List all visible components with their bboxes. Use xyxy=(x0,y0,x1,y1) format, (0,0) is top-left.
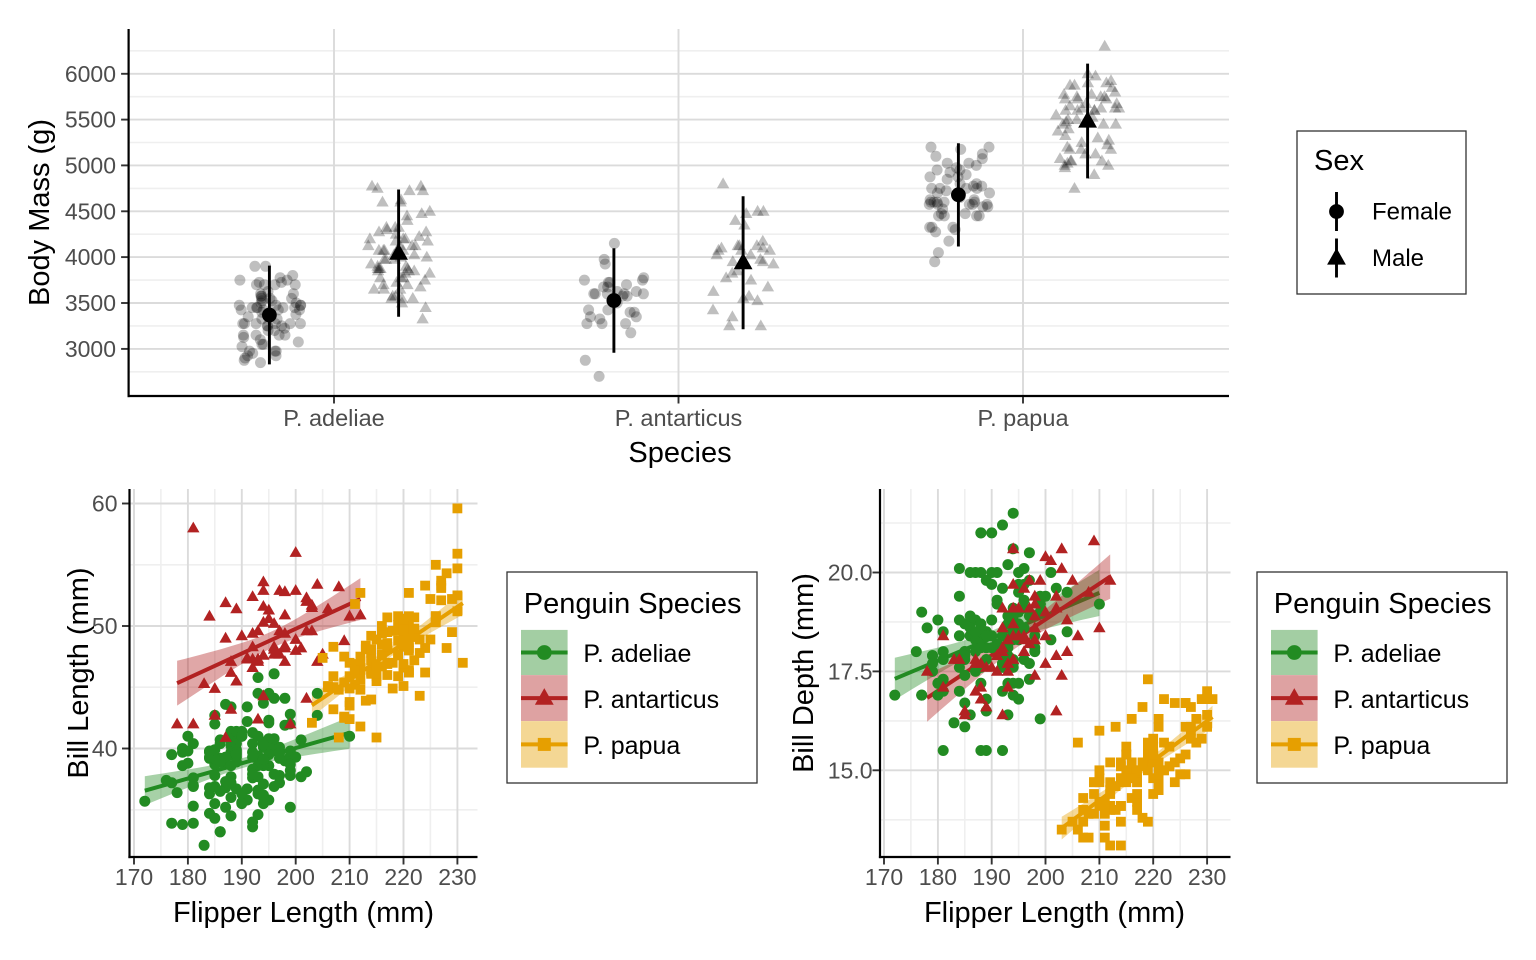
svg-text:3000: 3000 xyxy=(65,336,116,362)
svg-text:210: 210 xyxy=(330,864,368,890)
svg-text:220: 220 xyxy=(1134,864,1172,890)
svg-text:P. papua: P. papua xyxy=(583,732,680,760)
svg-text:4500: 4500 xyxy=(65,198,116,224)
svg-text:50: 50 xyxy=(92,613,118,639)
svg-text:6000: 6000 xyxy=(65,61,116,87)
svg-text:Flipper Length (mm): Flipper Length (mm) xyxy=(173,897,434,929)
svg-text:Penguin Species: Penguin Species xyxy=(1274,588,1492,620)
svg-text:Female: Female xyxy=(1372,199,1452,226)
svg-text:P. antarticus: P. antarticus xyxy=(615,405,743,431)
svg-text:Body Mass (g): Body Mass (g) xyxy=(24,119,56,306)
svg-text:Flipper Length (mm): Flipper Length (mm) xyxy=(924,897,1185,929)
svg-text:15.0: 15.0 xyxy=(828,757,873,783)
svg-text:230: 230 xyxy=(1188,864,1226,890)
svg-text:170: 170 xyxy=(115,864,153,890)
svg-text:190: 190 xyxy=(973,864,1011,890)
svg-text:40: 40 xyxy=(92,736,118,762)
svg-text:4000: 4000 xyxy=(65,244,116,270)
svg-text:5500: 5500 xyxy=(65,107,116,133)
svg-text:Species: Species xyxy=(628,437,731,469)
svg-text:P. adeliae: P. adeliae xyxy=(583,640,691,668)
svg-text:180: 180 xyxy=(169,864,207,890)
svg-text:17.5: 17.5 xyxy=(828,658,873,684)
svg-text:P. papua: P. papua xyxy=(1333,732,1430,760)
svg-text:P. adeliae: P. adeliae xyxy=(283,405,385,431)
svg-text:P. papua: P. papua xyxy=(977,405,1069,431)
svg-text:170: 170 xyxy=(865,864,903,890)
svg-text:Bill Depth (mm): Bill Depth (mm) xyxy=(788,573,820,773)
svg-text:Sex: Sex xyxy=(1314,145,1364,177)
svg-text:P. antarticus: P. antarticus xyxy=(583,686,719,714)
svg-text:Bill Length (mm): Bill Length (mm) xyxy=(63,567,95,778)
svg-text:200: 200 xyxy=(277,864,315,890)
svg-text:5000: 5000 xyxy=(65,152,116,178)
svg-text:Male: Male xyxy=(1372,245,1424,272)
svg-text:200: 200 xyxy=(1026,864,1064,890)
svg-text:Penguin Species: Penguin Species xyxy=(524,588,742,620)
svg-text:230: 230 xyxy=(438,864,476,890)
svg-text:3500: 3500 xyxy=(65,290,116,316)
svg-text:180: 180 xyxy=(919,864,957,890)
svg-text:210: 210 xyxy=(1080,864,1118,890)
svg-text:190: 190 xyxy=(223,864,261,890)
svg-text:P. adeliae: P. adeliae xyxy=(1333,640,1441,668)
svg-text:60: 60 xyxy=(92,491,118,517)
svg-text:20.0: 20.0 xyxy=(828,560,873,586)
svg-text:220: 220 xyxy=(384,864,422,890)
svg-text:P. antarticus: P. antarticus xyxy=(1333,686,1469,714)
